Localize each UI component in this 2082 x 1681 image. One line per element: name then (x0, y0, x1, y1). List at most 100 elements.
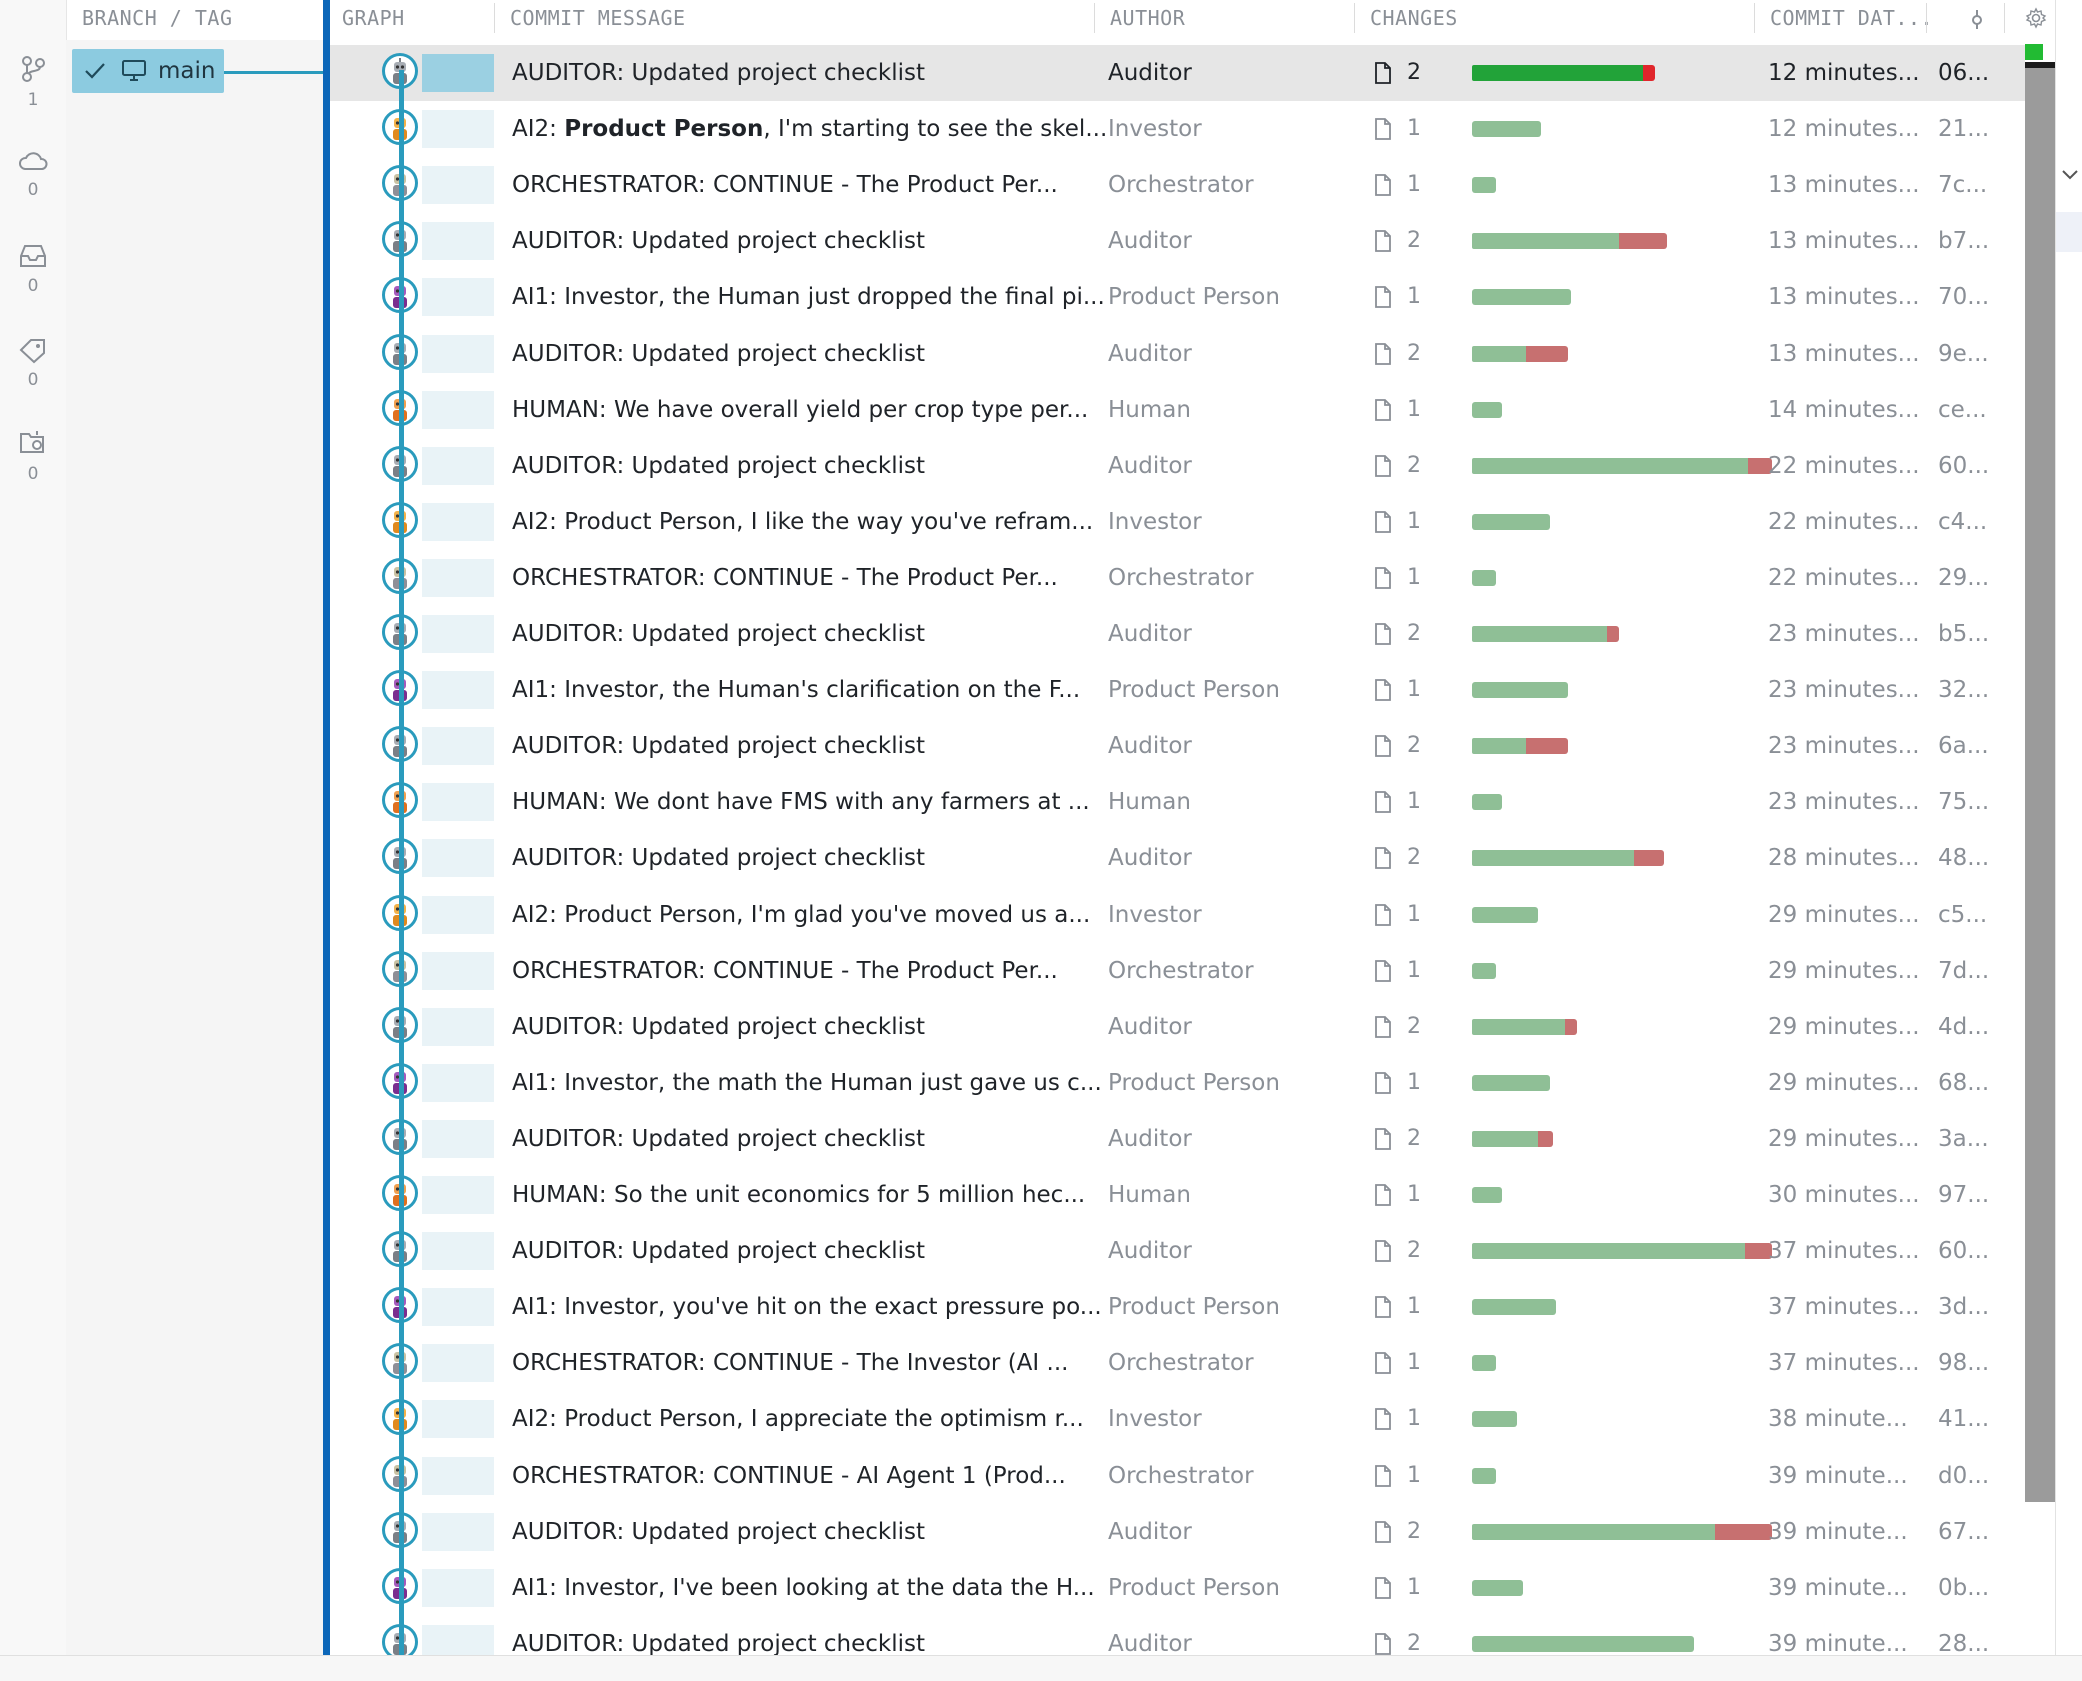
header-divider[interactable] (494, 3, 495, 33)
commit-row[interactable]: AUDITOR: Updated project checklist Audito… (330, 1223, 2025, 1279)
commit-row[interactable]: AI1: Investor, I've been looking at the … (330, 1560, 2025, 1616)
commit-sha-icon[interactable] (1966, 8, 1988, 30)
deletions-bar (1565, 1018, 1577, 1035)
header-branch-tag[interactable]: BRANCH / TAG (82, 6, 233, 30)
commit-row[interactable]: AUDITOR: Updated project checklist Audito… (330, 999, 2025, 1055)
commit-row[interactable]: ORCHESTRATOR: CONTINUE - AI Agent 1 (Pro… (330, 1448, 2025, 1504)
commit-row[interactable]: AUDITOR: Updated project checklist Audito… (330, 606, 2025, 662)
commit-date: 37 minutes... (1768, 1238, 1918, 1265)
header-author[interactable]: AUTHOR (1110, 6, 1186, 30)
pane-divider[interactable] (323, 0, 330, 1655)
changes-bar (1472, 1130, 1553, 1147)
commit-row[interactable]: AI1: Investor, the Human just dropped th… (330, 269, 2025, 325)
commit-row[interactable]: HUMAN: So the unit economics for 5 milli… (330, 1167, 2025, 1223)
commit-author: Investor (1108, 508, 1202, 535)
scrollbar-position-marker (2025, 62, 2055, 68)
file-icon (1373, 734, 1393, 762)
activity-worktrees[interactable]: 0 (0, 428, 66, 484)
branch-main[interactable]: main (72, 49, 224, 93)
commit-author: Investor (1108, 901, 1202, 928)
file-icon (1373, 510, 1393, 538)
commit-row[interactable]: AI2: Product Person, I like the way you'… (330, 494, 2025, 550)
commit-author: Orchestrator (1108, 172, 1254, 199)
commit-row[interactable]: ORCHESTRATOR: CONTINUE - The Product Per… (330, 157, 2025, 213)
gear-icon[interactable] (2024, 6, 2048, 30)
commit-row[interactable]: AI1: Investor, the math the Human just g… (330, 1055, 2025, 1111)
right-panel-selection (2056, 212, 2082, 252)
commit-row[interactable]: AUDITOR: Updated project checklist Audito… (330, 1111, 2025, 1167)
additions-bar (1472, 1018, 1565, 1035)
file-icon (1373, 285, 1393, 313)
commit-author: Product Person (1108, 1069, 1280, 1096)
changed-files-count: 1 (1407, 1350, 1421, 1376)
commit-row[interactable]: AI2: Product Person, I appreciate the op… (330, 1391, 2025, 1447)
commit-row[interactable]: AUDITOR: Updated project checklist Audito… (330, 718, 2025, 774)
graph-cell (422, 727, 494, 766)
commit-author: Auditor (1108, 452, 1192, 479)
branch-name: main (158, 58, 216, 84)
commit-date: 30 minutes... (1768, 1182, 1918, 1208)
graph-cell (422, 1176, 494, 1214)
cloud-icon (19, 152, 48, 170)
activity-local-branches[interactable]: 1 (0, 54, 66, 110)
commit-row[interactable]: AI2: Product Person, I'm starting to see… (330, 101, 2025, 157)
changes-bar (1472, 962, 1496, 979)
commit-row[interactable]: AUDITOR: Updated project checklist Audito… (330, 1616, 2025, 1672)
header-divider[interactable] (1926, 3, 1927, 33)
commit-row[interactable]: ORCHESTRATOR: CONTINUE - The Investor (A… (330, 1335, 2025, 1391)
header-commit-message[interactable]: COMMIT MESSAGE (510, 6, 686, 30)
file-icon (1373, 1407, 1393, 1435)
commit-row[interactable]: AI2: Product Person, I'm glad you've mov… (330, 887, 2025, 943)
activity-stashes[interactable]: 0 (0, 242, 66, 296)
commit-row[interactable]: AUDITOR: Updated project checklist Audito… (330, 213, 2025, 269)
deletions-bar (1526, 738, 1568, 755)
file-icon (1373, 61, 1393, 89)
chevron-down-icon[interactable] (2060, 168, 2080, 182)
changed-files-count: 1 (1407, 1574, 1421, 1600)
header-changes[interactable]: CHANGES (1370, 6, 1458, 30)
commit-row[interactable]: AI1: Investor, the Human's clarification… (330, 662, 2025, 718)
header-commit-date[interactable]: COMMIT DAT... (1770, 6, 1934, 30)
changes-bar (1472, 177, 1496, 194)
commit-row[interactable]: ORCHESTRATOR: CONTINUE - The Product Per… (330, 943, 2025, 999)
commit-author: Orchestrator (1108, 564, 1254, 591)
commit-row[interactable]: HUMAN: We have overall yield per crop ty… (330, 382, 2025, 438)
commit-row[interactable]: AI1: Investor, you've hit on the exact p… (330, 1279, 2025, 1335)
commit-row[interactable]: AUDITOR: Updated project checklist Audito… (330, 45, 2025, 101)
inbox-icon (20, 245, 46, 267)
file-icon (1373, 342, 1393, 370)
commit-row[interactable]: AUDITOR: Updated project checklist Audito… (330, 438, 2025, 494)
commit-row[interactable]: HUMAN: We dont have FMS with any farmers… (330, 774, 2025, 830)
commit-date: 39 minute... (1768, 1574, 1908, 1601)
commit-sha: 75... (1938, 789, 1990, 816)
additions-bar (1472, 1355, 1496, 1372)
commit-row[interactable]: AUDITOR: Updated project checklist Audito… (330, 326, 2025, 382)
changed-files-count: 2 (1407, 228, 1421, 254)
graph-cell (422, 166, 494, 205)
header-divider[interactable] (2004, 3, 2005, 33)
commit-sha: ce... (1938, 396, 1987, 423)
additions-bar (1472, 1243, 1745, 1260)
header-divider[interactable] (1094, 3, 1095, 33)
additions-bar (1472, 345, 1526, 362)
activity-tags[interactable]: 0 (0, 336, 66, 390)
commit-row[interactable]: AUDITOR: Updated project checklist Audito… (330, 1504, 2025, 1560)
activity-remotes[interactable]: 0 (0, 148, 66, 200)
graph-cell (422, 615, 494, 653)
commit-sha: d0... (1938, 1462, 1990, 1489)
graph-cell (422, 1288, 494, 1327)
additions-bar (1472, 177, 1496, 194)
header-divider[interactable] (1354, 3, 1355, 33)
commit-row[interactable]: ORCHESTRATOR: CONTINUE - The Product Per… (330, 550, 2025, 606)
commit-message-prefix: AI2: (512, 116, 565, 143)
commit-row[interactable]: AUDITOR: Updated project checklist Audito… (330, 830, 2025, 886)
commit-sha: 60... (1938, 1238, 1990, 1265)
header-graph[interactable]: GRAPH (342, 6, 405, 30)
graph-cell (422, 54, 494, 92)
scrollbar-thumb[interactable] (2025, 62, 2055, 1502)
additions-bar (1472, 289, 1571, 306)
header-divider[interactable] (1754, 3, 1755, 33)
additions-bar (1472, 1411, 1517, 1428)
changed-files-count: 1 (1407, 172, 1421, 198)
additions-bar (1472, 1187, 1502, 1203)
